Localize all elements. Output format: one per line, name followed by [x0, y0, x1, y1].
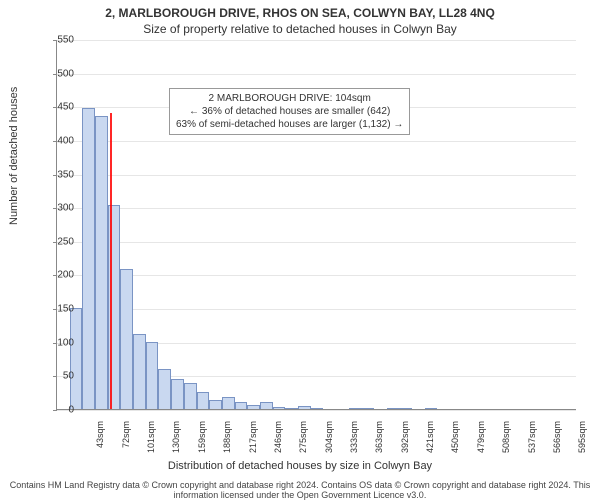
y-tick-label: 550 — [44, 35, 74, 46]
credit-text: Contains HM Land Registry data © Crown c… — [0, 480, 600, 500]
x-tick-label: 595sqm — [577, 421, 587, 461]
y-tick-label: 400 — [44, 135, 74, 146]
x-axis-title: Distribution of detached houses by size … — [0, 460, 600, 472]
plot-area: 2 MARLBOROUGH DRIVE: 104sqm← 36% of deta… — [56, 40, 576, 410]
x-tick-label: 392sqm — [400, 421, 410, 461]
x-tick-label: 246sqm — [273, 421, 283, 461]
histogram-bar — [171, 379, 184, 409]
histogram-bar — [95, 116, 108, 409]
y-tick-label: 50 — [44, 371, 74, 382]
histogram-bar — [273, 407, 286, 409]
y-tick-label: 150 — [44, 304, 74, 315]
x-tick-label: 421sqm — [425, 421, 435, 461]
histogram-bar — [70, 308, 83, 409]
histogram-bar — [120, 269, 133, 409]
histogram-bar — [197, 392, 210, 409]
x-tick-label: 159sqm — [197, 421, 207, 461]
grid-line — [57, 175, 576, 176]
x-tick-label: 450sqm — [450, 421, 460, 461]
histogram-bar — [222, 397, 235, 409]
y-tick-label: 100 — [44, 337, 74, 348]
histogram-bar — [82, 108, 95, 409]
x-tick-label: 101sqm — [146, 421, 156, 461]
y-tick-label: 0 — [44, 405, 74, 416]
chart-container: 2 MARLBOROUGH DRIVE: 104sqm← 36% of deta… — [56, 40, 576, 410]
grid-line — [57, 275, 576, 276]
x-tick-label: 275sqm — [298, 421, 308, 461]
y-tick-label: 350 — [44, 169, 74, 180]
histogram-bar — [247, 405, 260, 409]
histogram-bar — [158, 369, 171, 409]
annotation-box: 2 MARLBOROUGH DRIVE: 104sqm← 36% of deta… — [169, 88, 410, 135]
histogram-bar — [387, 408, 400, 409]
x-tick-label: 508sqm — [501, 421, 511, 461]
histogram-bar — [285, 408, 298, 409]
x-tick-label: 537sqm — [527, 421, 537, 461]
y-tick-label: 300 — [44, 203, 74, 214]
histogram-bar — [349, 408, 362, 409]
grid-line — [57, 40, 576, 41]
histogram-bar — [399, 408, 412, 409]
histogram-bar — [184, 383, 197, 409]
x-tick-label: 43sqm — [95, 421, 105, 461]
grid-line — [57, 141, 576, 142]
histogram-bar — [311, 408, 324, 409]
histogram-bar — [425, 408, 438, 409]
histogram-bar — [133, 334, 146, 409]
histogram-bar — [209, 400, 222, 409]
annotation-line: 2 MARLBOROUGH DRIVE: 104sqm — [176, 92, 403, 105]
histogram-bar — [298, 406, 311, 409]
y-tick-label: 200 — [44, 270, 74, 281]
y-tick-label: 250 — [44, 236, 74, 247]
y-axis-title: Number of detached houses — [8, 87, 20, 225]
grid-line — [57, 242, 576, 243]
x-tick-label: 363sqm — [374, 421, 384, 461]
x-tick-label: 130sqm — [171, 421, 181, 461]
x-tick-label: 72sqm — [121, 421, 131, 461]
x-tick-label: 217sqm — [248, 421, 258, 461]
annotation-line: ← 36% of detached houses are smaller (64… — [176, 105, 403, 118]
histogram-bar — [235, 402, 248, 409]
grid-line — [57, 208, 576, 209]
x-tick-label: 566sqm — [552, 421, 562, 461]
chart-title-line2: Size of property relative to detached ho… — [0, 20, 600, 36]
grid-line — [57, 74, 576, 75]
x-tick-label: 333sqm — [349, 421, 359, 461]
histogram-bar — [260, 402, 273, 409]
y-tick-label: 500 — [44, 68, 74, 79]
grid-line — [57, 410, 576, 411]
histogram-bar — [146, 342, 159, 409]
histogram-bar — [361, 408, 374, 409]
y-tick-label: 450 — [44, 102, 74, 113]
grid-line — [57, 309, 576, 310]
marker-line — [110, 113, 112, 409]
x-tick-label: 188sqm — [222, 421, 232, 461]
annotation-line: 63% of semi-detached houses are larger (… — [176, 118, 403, 131]
x-tick-label: 304sqm — [324, 421, 334, 461]
chart-title-line1: 2, MARLBOROUGH DRIVE, RHOS ON SEA, COLWY… — [0, 0, 600, 20]
x-tick-label: 479sqm — [476, 421, 486, 461]
